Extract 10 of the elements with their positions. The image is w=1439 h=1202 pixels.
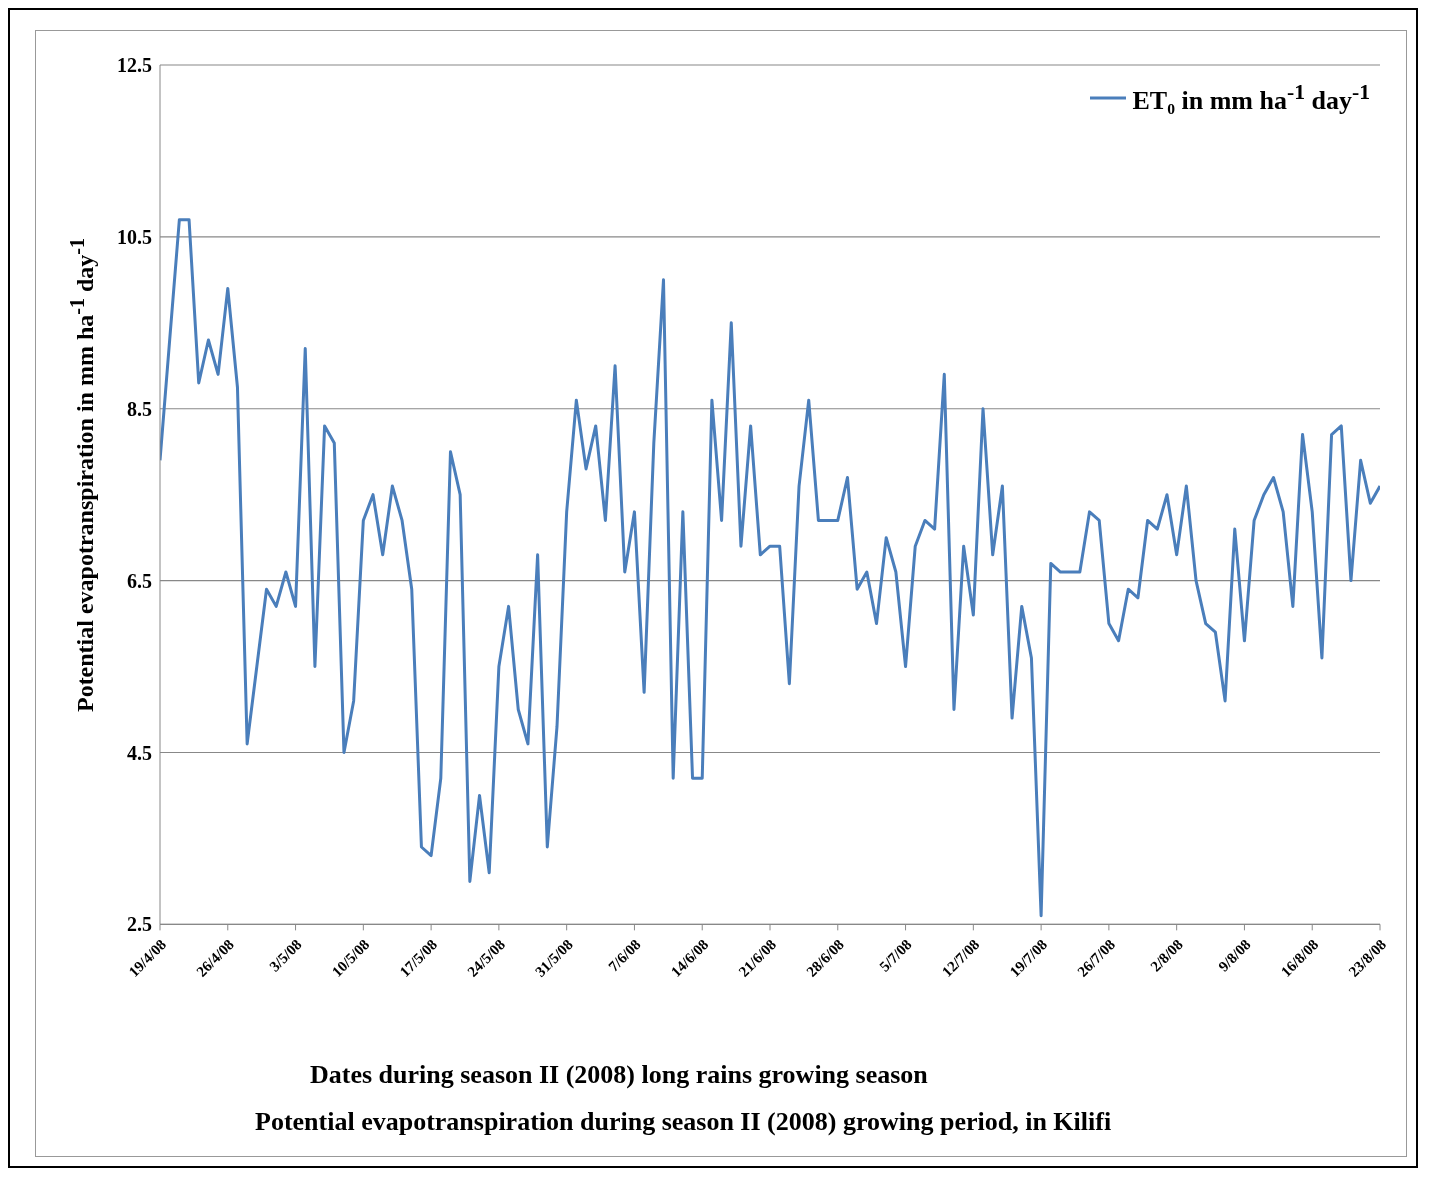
text: Potential evapotranspiration during season II (2008) growing period, in Kilifi [255,1107,1112,1137]
y-tick-label: 6.5 [127,569,152,592]
y-tick-label: 4.5 [127,741,152,764]
line-series [160,218,1380,918]
y-tick-label: 10.5 [117,225,152,248]
x-axis-title: Dates during season II (2008) long rains growing season [310,1060,928,1090]
y-tick-label: 8.5 [127,397,152,420]
y-tick-label: 2.5 [127,913,152,936]
legend-label: ET₀ in mm ha$^{-1}$ day$^{-1}$ [1132,80,1370,116]
y-tick-label: 12.5 [117,54,152,77]
